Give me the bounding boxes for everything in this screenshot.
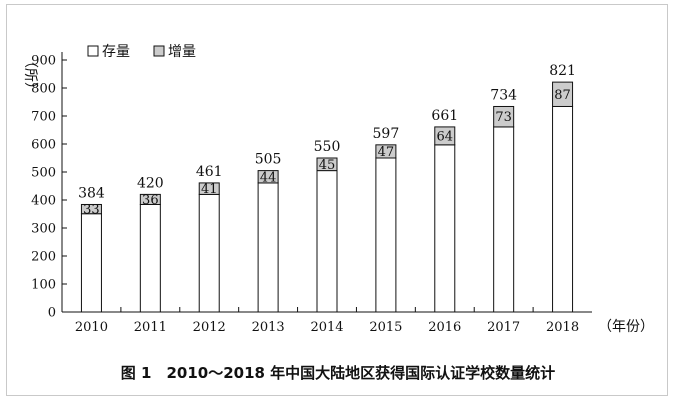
y-tick-label: 0 [48, 306, 56, 321]
bar-increment-2012 [198, 182, 220, 195]
x-tick-label-2015: 2015 [369, 320, 402, 335]
total-label-2016: 661 [431, 108, 458, 124]
bar-stock-2018 [552, 105, 574, 313]
legend-swatch-0 [87, 45, 99, 57]
y-tick-label: 200 [31, 250, 56, 265]
bar-increment-2015 [375, 144, 397, 159]
y-tick-label: 700 [31, 110, 56, 125]
bar-increment-2010 [80, 203, 102, 215]
bar-stock-2014 [316, 170, 338, 313]
bar-stock-2017 [493, 126, 515, 313]
total-label-2012: 461 [196, 164, 223, 180]
bar-stock-2010 [80, 213, 102, 313]
increment-label-2010: 33 [83, 203, 100, 218]
bar-increment-2016 [434, 126, 456, 146]
increment-label-2017: 73 [495, 110, 512, 125]
bar-stock-2015 [375, 157, 397, 313]
total-label-2014: 550 [314, 139, 341, 155]
total-label-2011: 420 [137, 175, 164, 191]
x-tick-label-2013: 2013 [252, 320, 285, 335]
bar-increment-2018 [552, 81, 574, 107]
y-tick-label: 600 [31, 138, 56, 153]
bar-increment-2014 [316, 157, 338, 172]
total-label-2015: 597 [373, 126, 400, 142]
figure-caption: 图 1 2010～2018 年中国大陆地区获得国际认证学校数量统计 [120, 364, 556, 382]
labels: 33 384 2010 36 420 2011 41 461 2012 44 505 2013 45 55… [22, 54, 654, 335]
y-tick-label: 500 [31, 166, 56, 181]
bars [80, 81, 574, 313]
bar-stock-2016 [434, 144, 456, 313]
bar-increment-2011 [139, 193, 161, 205]
bar-stock-2011 [139, 203, 161, 313]
legend-swatch-1 [153, 45, 165, 57]
y-tick-label: 100 [31, 278, 56, 293]
y-axis-unit: （所） [22, 54, 38, 96]
legend-label-1: 增量 [168, 44, 196, 60]
x-axis-unit: （年份） [598, 319, 654, 335]
bar-stock-2012 [198, 193, 220, 313]
y-tick-label: 400 [31, 194, 56, 209]
increment-label-2014: 45 [319, 158, 336, 173]
chart: 0 100 200 300 400 500 600 700 800 900 33 384 2010 36… [22, 44, 654, 335]
increment-label-2016: 64 [437, 129, 454, 144]
increment-label-2012: 41 [201, 182, 218, 197]
bar-stock-2013 [257, 182, 279, 313]
axes: 0 100 200 300 400 500 600 700 800 900 [31, 52, 592, 321]
legend-label-0: 存量 [102, 44, 130, 60]
x-tick-label-2014: 2014 [310, 320, 343, 335]
total-label-2010: 384 [78, 185, 105, 201]
bar-increment-2017 [493, 105, 515, 128]
increment-label-2015: 47 [378, 145, 395, 160]
x-tick-label-2011: 2011 [134, 320, 167, 335]
increment-label-2013: 44 [260, 170, 277, 185]
increment-label-2011: 36 [142, 193, 159, 208]
bar-increment-2013 [257, 170, 279, 184]
total-label-2013: 505 [255, 152, 282, 168]
legend: 存量 增量 [87, 44, 196, 60]
increment-label-2018: 87 [554, 88, 571, 103]
y-tick-label: 900 [31, 54, 56, 69]
x-tick-label-2016: 2016 [428, 320, 461, 335]
figure-frame [6, 4, 668, 396]
y-tick-label: 800 [31, 82, 56, 97]
x-tick-label-2017: 2017 [487, 320, 520, 335]
x-tick-label-2018: 2018 [546, 320, 579, 335]
x-tick-label-2010: 2010 [75, 320, 108, 335]
total-label-2018: 821 [549, 63, 576, 79]
x-tick-label-2012: 2012 [193, 320, 226, 335]
total-label-2017: 734 [490, 87, 517, 103]
y-tick-label: 300 [31, 222, 56, 237]
